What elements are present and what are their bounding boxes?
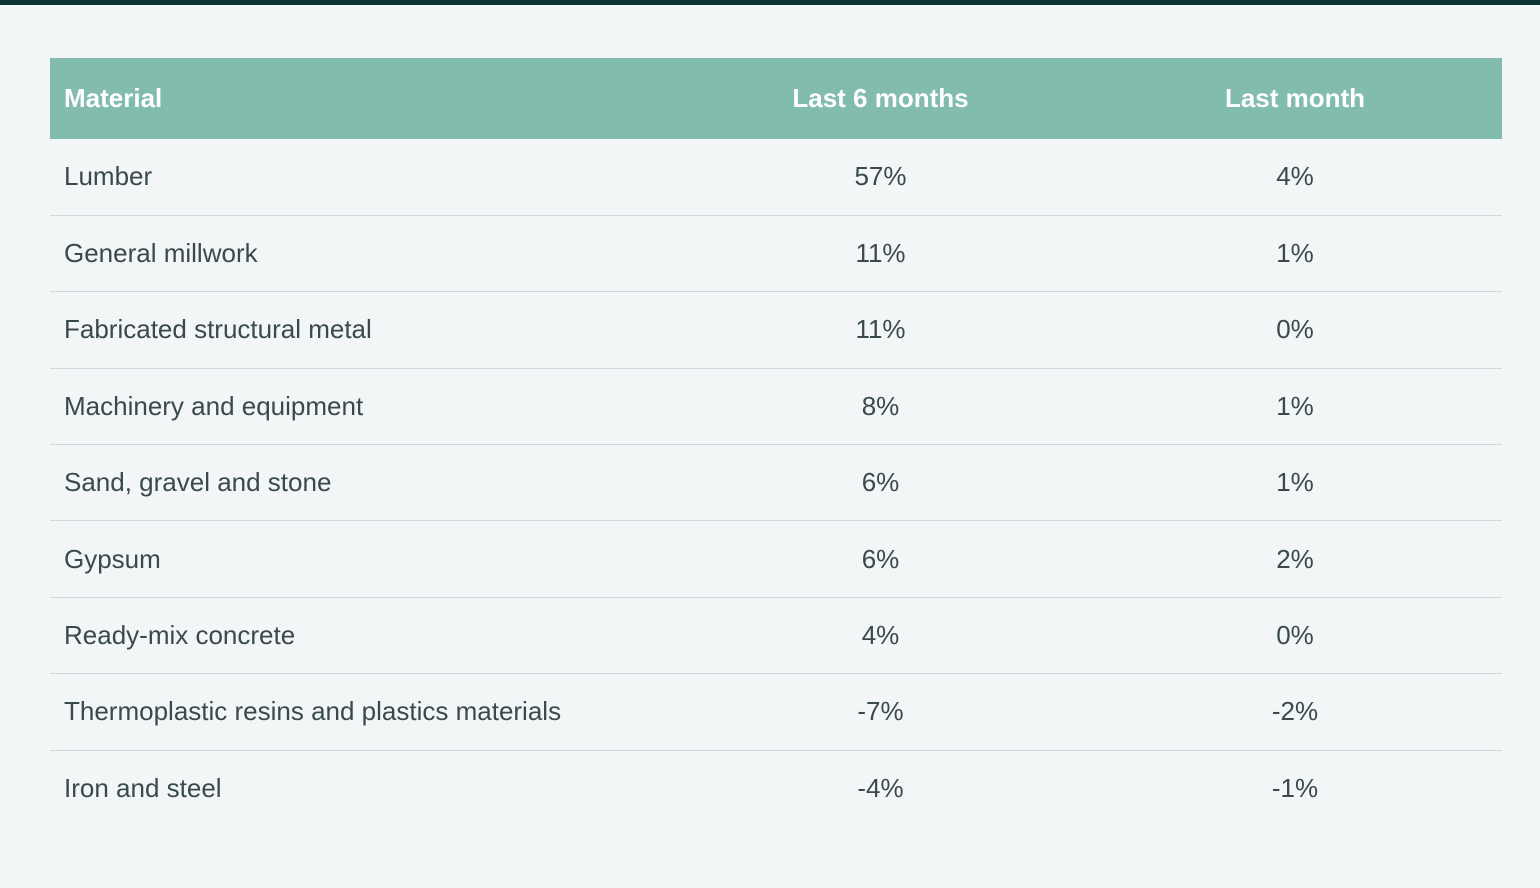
cell-last-6-months: 8% xyxy=(861,390,900,421)
cell-last-month: 1% xyxy=(1276,238,1314,269)
table-row: Machinery and equipment 8% 1% xyxy=(50,368,1502,445)
cell-last-6-months: -7% xyxy=(857,696,904,727)
table-row: Thermoplastic resins and plastics materi… xyxy=(50,674,1502,751)
cell-last-month: -2% xyxy=(1271,696,1319,727)
header-last-6-months: Last 6 months xyxy=(792,83,969,113)
materials-price-table: Material Last 6 months Last month Lumber… xyxy=(50,58,1502,827)
table-row: General millwork 11% 1% xyxy=(50,215,1502,292)
materials-table-container: Material Last 6 months Last month Lumber… xyxy=(50,58,1502,827)
cell-material: Sand, gravel and stone xyxy=(64,467,332,498)
cell-last-6-months: 6% xyxy=(861,467,900,498)
cell-material: Gypsum xyxy=(64,543,161,574)
cell-last-month: -1% xyxy=(1271,773,1319,804)
cell-last-month: 0% xyxy=(1276,314,1314,345)
cell-material: Machinery and equipment xyxy=(64,390,364,421)
cell-material: Ready-mix concrete xyxy=(64,620,296,651)
table-header: Material Last 6 months Last month xyxy=(50,58,1502,139)
cell-material: Iron and steel xyxy=(64,773,222,804)
cell-last-6-months: 11% xyxy=(855,238,906,269)
top-rule xyxy=(0,0,1540,5)
table-row: Gypsum 6% 2% xyxy=(50,521,1502,598)
cell-last-6-months: 4% xyxy=(861,620,900,651)
cell-last-6-months: 11% xyxy=(855,314,906,345)
cell-material: Fabricated structural metal xyxy=(64,314,372,345)
cell-material: Thermoplastic resins and plastics materi… xyxy=(64,696,562,727)
header-last-month: Last month xyxy=(1224,83,1366,113)
table-row: Lumber 57% 4% xyxy=(50,139,1502,216)
table-row: Ready-mix concrete 4% 0% xyxy=(50,597,1502,674)
cell-last-month: 2% xyxy=(1276,543,1314,574)
header-row: Material Last 6 months Last month xyxy=(50,58,1502,139)
cell-last-month: 0% xyxy=(1276,620,1314,651)
cell-last-6-months: -4% xyxy=(857,773,904,804)
cell-material: Lumber xyxy=(64,161,153,192)
table-body: Lumber 57% 4% General millwork 11% 1% Fa… xyxy=(50,139,1502,827)
cell-last-month: 1% xyxy=(1276,390,1314,421)
header-material: Material xyxy=(64,83,163,113)
table-row: Iron and steel -4% -1% xyxy=(50,750,1502,826)
table-row: Sand, gravel and stone 6% 1% xyxy=(50,445,1502,521)
cell-last-month: 4% xyxy=(1276,161,1314,192)
cell-last-6-months: 57% xyxy=(854,161,907,192)
cell-last-month: 1% xyxy=(1276,467,1314,498)
cell-material: General millwork xyxy=(64,238,258,269)
table-row: Fabricated structural metal 11% 0% xyxy=(50,292,1502,369)
cell-last-6-months: 6% xyxy=(861,543,900,574)
